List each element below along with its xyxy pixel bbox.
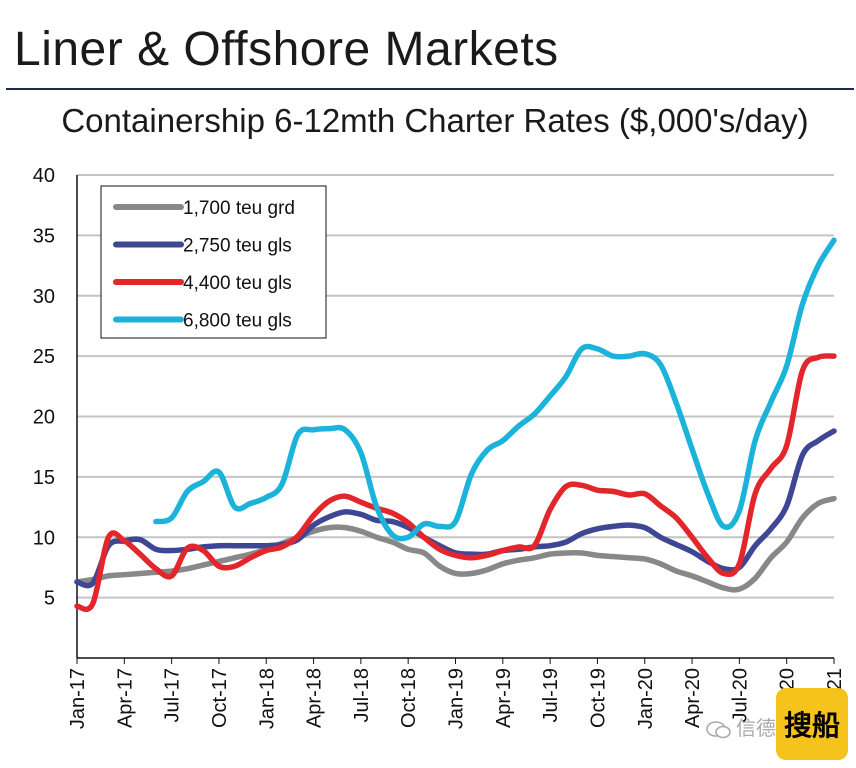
y-tick-label: 25 bbox=[33, 346, 55, 368]
x-tick-label: Oct-17 bbox=[209, 668, 231, 728]
series-line-4 bbox=[153, 237, 837, 542]
y-tick-label: 10 bbox=[33, 527, 55, 549]
x-tick-label: Apr-19 bbox=[493, 668, 515, 728]
x-tick-label: Jan-19 bbox=[446, 668, 468, 729]
x-tick-label: Oct-19 bbox=[587, 668, 609, 728]
x-tick-label: Jul-18 bbox=[351, 668, 373, 722]
chart-title: Containership 6-12mth Charter Rates ($,0… bbox=[61, 102, 809, 139]
wechat-icon bbox=[706, 721, 731, 739]
x-tick-label: Jan-20 bbox=[635, 668, 657, 729]
page-title: Liner & Offshore Markets bbox=[14, 23, 559, 76]
x-tick-label: Oct-18 bbox=[398, 668, 420, 728]
sochuan-badge: 搜船 bbox=[776, 688, 848, 760]
series-line-3 bbox=[74, 353, 837, 613]
header-divider bbox=[6, 88, 854, 90]
y-tick-label: 30 bbox=[33, 286, 55, 308]
x-tick-label: Jul-20 bbox=[729, 668, 751, 722]
series-line-2 bbox=[74, 428, 837, 589]
legend-box bbox=[100, 185, 327, 339]
x-tick-label: Apr-17 bbox=[114, 668, 136, 728]
x-tick-label: Apr-18 bbox=[304, 668, 326, 728]
legend-label: 4,400 teu gls bbox=[183, 273, 292, 294]
legend-label: 2,750 teu gls bbox=[183, 236, 292, 257]
x-tick-label: Apr-20 bbox=[682, 668, 704, 728]
watermark-text: 信德 bbox=[736, 718, 776, 740]
y-tick-label: 15 bbox=[33, 467, 55, 489]
y-tick-label: 40 bbox=[33, 165, 55, 187]
x-tick-label: Jan-18 bbox=[256, 668, 278, 729]
series-line-1 bbox=[74, 495, 837, 593]
y-tick-label: 35 bbox=[33, 225, 55, 247]
x-tick-label: Jul-19 bbox=[540, 668, 562, 722]
legend-label: 1,700 teu grd bbox=[183, 198, 295, 219]
x-tick-label: Jan-17 bbox=[67, 668, 89, 729]
y-tick-label: 20 bbox=[33, 407, 55, 429]
x-tick-label: Jul-17 bbox=[162, 668, 184, 722]
y-tick-label: 5 bbox=[44, 588, 55, 610]
legend-label: 6,800 teu gls bbox=[183, 311, 292, 332]
